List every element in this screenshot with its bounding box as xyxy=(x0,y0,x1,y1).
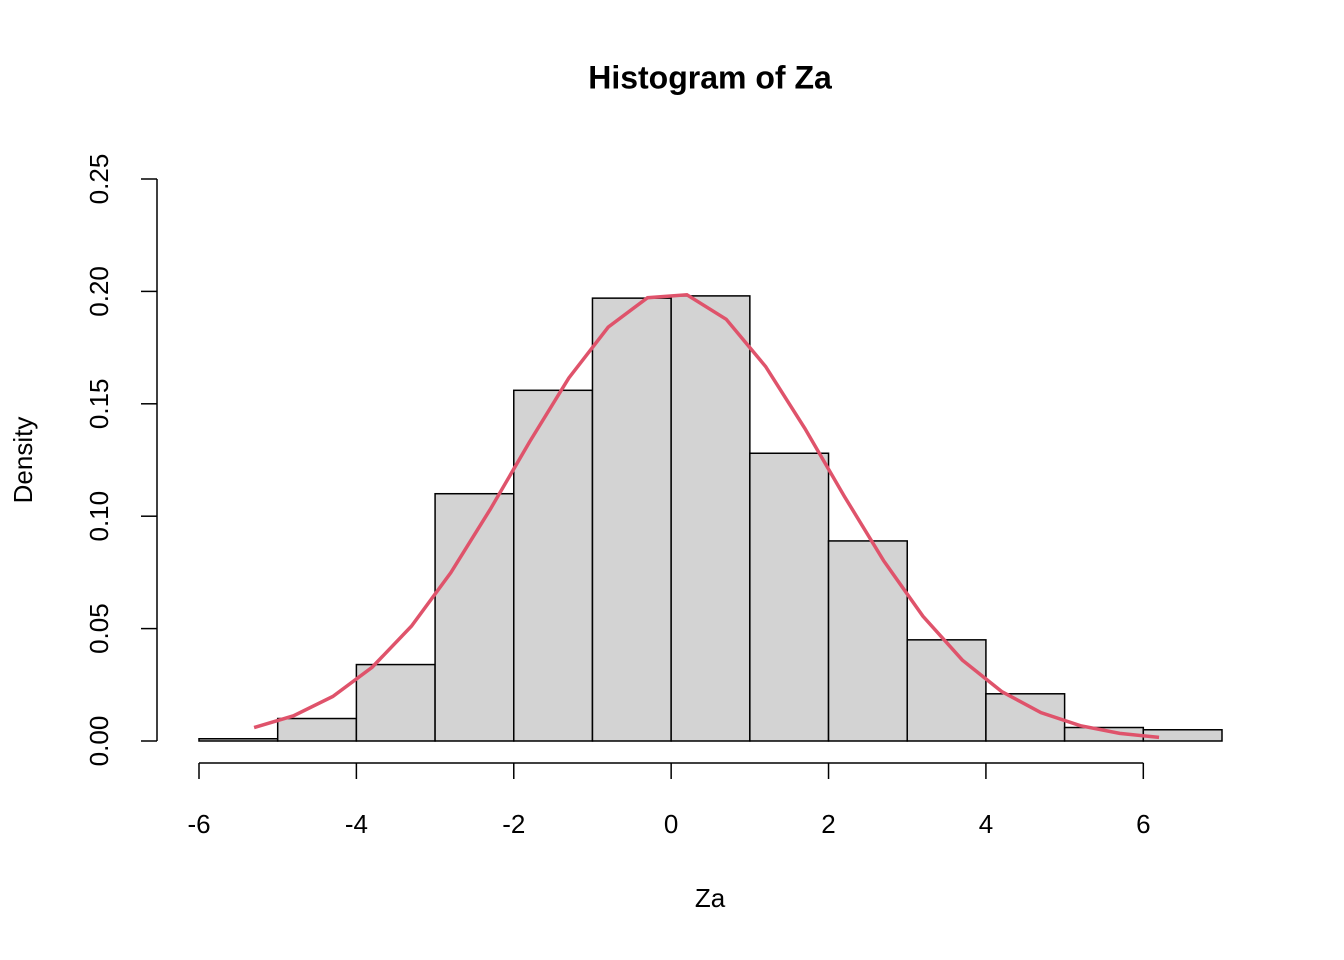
y-tick-label: 0.15 xyxy=(84,378,114,429)
y-tick-label: 0.05 xyxy=(84,603,114,654)
y-axis-label: Density xyxy=(8,417,38,504)
x-tick-label: 0 xyxy=(664,809,678,839)
x-tick-label: 4 xyxy=(979,809,993,839)
bar xyxy=(513,389,594,742)
bar xyxy=(749,452,830,742)
y-tick-label: 0.20 xyxy=(84,266,114,317)
bar xyxy=(906,639,987,742)
bar xyxy=(670,295,751,742)
bar xyxy=(591,297,672,742)
y-tick-label: 0.00 xyxy=(84,716,114,767)
y-tick-label: 0.10 xyxy=(84,491,114,542)
x-axis-label: Za xyxy=(695,883,726,913)
x-tick-label: -6 xyxy=(187,809,210,839)
bar xyxy=(198,738,279,742)
y-tick-label: 0.25 xyxy=(84,154,114,205)
bar xyxy=(827,540,908,742)
x-tick-label: 2 xyxy=(821,809,835,839)
chart-title: Histogram of Za xyxy=(588,59,832,95)
x-tick-label: 6 xyxy=(1136,809,1150,839)
x-tick-label: -2 xyxy=(502,809,525,839)
x-tick-label: -4 xyxy=(345,809,368,839)
bar xyxy=(355,663,436,742)
density-curve xyxy=(253,292,1160,740)
bar xyxy=(276,717,358,742)
bar xyxy=(434,492,515,742)
